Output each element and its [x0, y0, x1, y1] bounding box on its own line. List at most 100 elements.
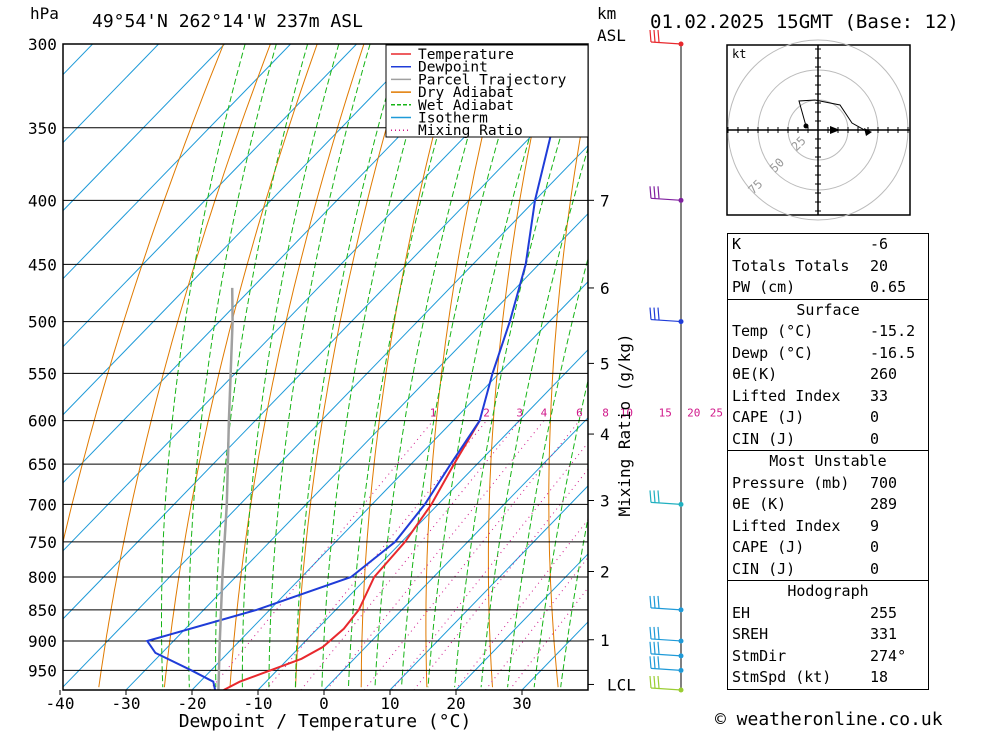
- x-axis-label: Dewpoint / Temperature (°C): [179, 711, 472, 732]
- hodograph-point: [803, 123, 809, 129]
- dry-adiabat-line: [425, 44, 505, 688]
- index-value: 33: [870, 386, 889, 405]
- pressure-tick-label: 550: [28, 364, 57, 383]
- mixing-ratio-axis-label: Mixing Ratio (g/kg): [615, 333, 634, 516]
- legend-label: Dewpoint: [418, 60, 488, 76]
- wind-barb: [649, 29, 684, 47]
- wind-barb: [649, 595, 684, 613]
- wet-adiabat-line: [321, 44, 434, 688]
- index-value: 260: [870, 365, 898, 383]
- pressure-tick-label: 600: [28, 412, 57, 431]
- index-value: 0: [870, 559, 880, 578]
- index-value: 0: [870, 408, 880, 426]
- wet-adiabat-line: [480, 146, 588, 688]
- basic-indices-section: K -6 Totals Totals 20 PW (cm) 0.65: [728, 234, 928, 299]
- index-row: SREH 331: [728, 624, 928, 646]
- hodograph-trace: [798, 99, 869, 133]
- temperature-tick-label: 20: [446, 694, 465, 713]
- index-row: CIN (J) 0: [728, 429, 928, 451]
- index-value: -16.5: [870, 343, 916, 362]
- pressure-tick-label: 450: [28, 255, 57, 274]
- parcel-trajectory-series: [217, 287, 234, 690]
- dewpoint-series: [145, 44, 569, 690]
- index-label: PW (cm): [732, 278, 796, 296]
- mixing-ratio-line: [300, 420, 521, 690]
- legend-label: Dry Adiabat: [418, 85, 514, 101]
- isotherm-line: [63, 44, 225, 212]
- dry-adiabat-line: [487, 44, 552, 688]
- height-tick-label: 6: [600, 279, 610, 298]
- dry-adiabat-line: [924, 44, 1000, 687]
- legend-label: Parcel Trajectory: [418, 72, 567, 88]
- index-row: CAPE (J) 0: [728, 407, 928, 429]
- isotherm-line: [63, 76, 588, 620]
- index-row: CIN (J) 0: [728, 559, 928, 581]
- mixing-ratio-line: [326, 420, 545, 690]
- copyright-link[interactable]: © weatheronline.co.uk: [715, 709, 943, 730]
- index-row: EH 255: [728, 603, 928, 625]
- dry-adiabat-line: [163, 44, 318, 688]
- wind-barb: [649, 186, 684, 203]
- index-row: Lifted Index 33: [728, 386, 928, 408]
- plot-frame: [62, 43, 589, 691]
- temperature-tick-label: -40: [46, 694, 75, 713]
- datetime-label: 01.02.2025 15GMT (Base: 12): [650, 11, 959, 33]
- index-label: CAPE (J): [732, 408, 805, 426]
- pressure-tick-label: 850: [28, 601, 57, 620]
- wind-barb: [649, 641, 684, 659]
- pressure-tick-label: 650: [28, 455, 57, 474]
- index-row: Lifted Index 9: [728, 516, 928, 538]
- index-value: 274°: [870, 646, 907, 665]
- dry-adiabat-line: [295, 44, 412, 688]
- hodograph-end-marker: [864, 128, 872, 136]
- pressure-tick-label: 800: [28, 568, 57, 587]
- index-value: -15.2: [870, 322, 916, 340]
- isotherm-line: [63, 44, 555, 552]
- index-value: 255: [870, 603, 898, 622]
- index-row: Dewp (°C) -16.5: [728, 343, 928, 365]
- index-label: θE (K): [732, 495, 787, 513]
- isotherm-line: [125, 212, 588, 690]
- index-row: StmSpd (kt) 18: [728, 667, 928, 689]
- isotherm-line: [323, 417, 588, 690]
- section-title: Surface: [796, 300, 860, 319]
- wet-adiabat-line: [374, 44, 496, 688]
- isotherm-line: [63, 44, 357, 348]
- index-row: θE (K) 289: [728, 494, 928, 516]
- legend-label: Isotherm: [418, 111, 488, 127]
- wet-adiabat-line: [294, 44, 402, 688]
- index-label: CIN (J): [732, 429, 796, 448]
- pressure-unit-label: hPa: [30, 4, 59, 23]
- index-label: Temp (°C): [732, 322, 814, 340]
- indices-table: K -6 Totals Totals 20 PW (cm) 0.65 Surface …: [727, 233, 929, 690]
- mixing-ratio-tick-label: 20: [687, 407, 700, 420]
- index-row: K -6: [728, 234, 928, 256]
- legend-label: Temperature: [418, 47, 514, 63]
- temperature-tick-label: 10: [380, 694, 399, 713]
- isotherm-line: [63, 44, 489, 484]
- index-row: PW (cm) 0.65: [728, 277, 928, 299]
- wind-barb: [649, 656, 684, 673]
- wet-adiabat-line: [560, 515, 588, 688]
- temperature-tick-label: 30: [512, 694, 531, 713]
- isotherm-line: [0, 44, 27, 690]
- wet-adiabat-line: [507, 256, 588, 688]
- wind-barb: [649, 675, 684, 693]
- legend-label: Wet Adiabat: [418, 98, 514, 114]
- isotherm-line: [63, 44, 159, 144]
- index-label: StmDir: [732, 646, 787, 665]
- height-tick-label: LCL: [607, 675, 636, 694]
- storm-motion-marker: [830, 126, 840, 134]
- wind-barb: [649, 307, 684, 325]
- temperature-tick-label: -10: [244, 694, 273, 713]
- height-tick-label: 2: [600, 563, 610, 582]
- mixing-ratio-tick-label: 15: [659, 407, 672, 420]
- index-label: Totals Totals: [732, 256, 850, 275]
- pressure-tick-label: 950: [28, 661, 57, 680]
- legend-label: Mixing Ratio: [418, 123, 523, 139]
- index-value: 0: [870, 429, 880, 448]
- index-row: Pressure (mb) 700: [728, 473, 928, 495]
